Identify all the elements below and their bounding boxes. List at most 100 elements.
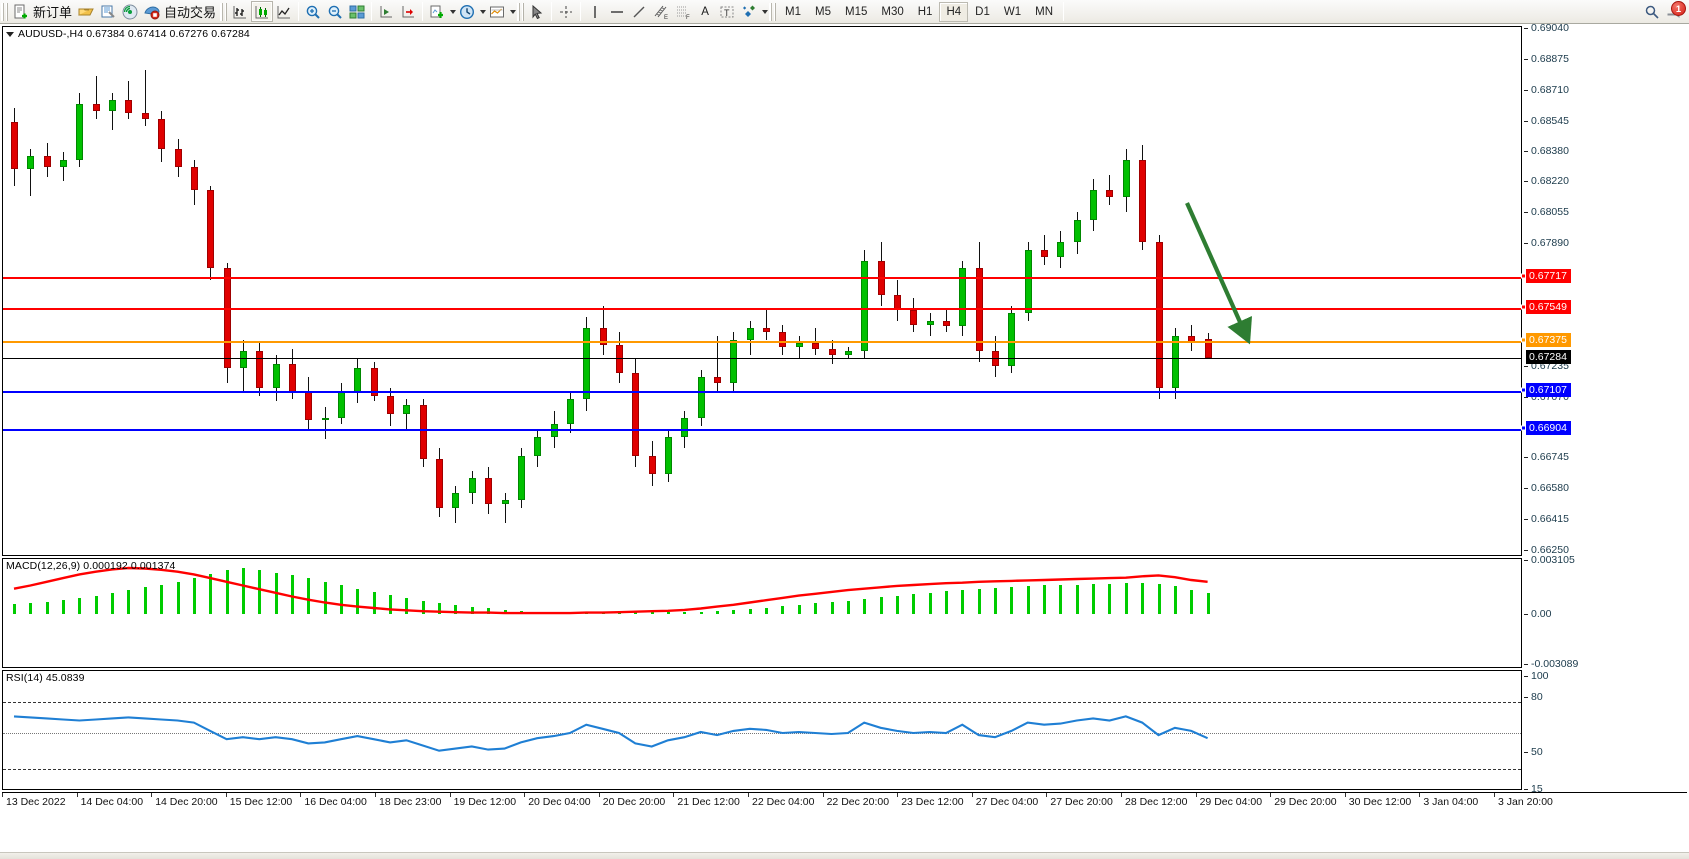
templates-icon[interactable]: [486, 1, 508, 22]
auto-trading-icon[interactable]: [141, 1, 163, 22]
candle-body: [92, 103, 100, 112]
candle-wick: [95, 75, 97, 119]
search-icon[interactable]: [1641, 2, 1663, 22]
macd-histogram-bar: [879, 596, 883, 614]
price-level-line-support[interactable]: [3, 390, 1521, 393]
timeframe-button-m30[interactable]: M30: [881, 5, 904, 18]
macd-histogram-bar: [1173, 586, 1177, 614]
price-level-handle[interactable]: [1521, 387, 1526, 393]
time-axis-tick: [822, 793, 824, 797]
price-axis[interactable]: 0.69040 0.68875 0.68710 0.68545 0.68380 0.682…: [1521, 22, 1687, 795]
toolbar-grip-1[interactable]: [1, 2, 8, 21]
price-level-line-pivot[interactable]: [3, 340, 1521, 343]
price-axis-tick: [1524, 550, 1528, 551]
price-level-handle[interactable]: [1521, 304, 1526, 310]
objects-icon[interactable]: [738, 1, 760, 22]
candle-body: [779, 332, 787, 348]
svg-text:T: T: [724, 8, 730, 18]
macd-histogram-bar: [1157, 583, 1161, 614]
period-dropdown-caret[interactable]: [480, 9, 487, 14]
timeframe-button-m1[interactable]: M1: [785, 5, 802, 18]
zoom-in-icon[interactable]: [302, 1, 324, 22]
rsi-panel[interactable]: RSI(14) 45.0839: [2, 670, 1522, 790]
print-preview-icon[interactable]: [97, 1, 119, 22]
candle-body: [387, 395, 395, 415]
macd-panel[interactable]: MACD(12,26,9) 0.000192 0.001374: [2, 558, 1522, 668]
rsi-level-50: [3, 733, 1521, 734]
new-order-icon[interactable]: [10, 1, 32, 22]
vertical-line-icon[interactable]: [584, 1, 606, 22]
macd-histogram-bar: [307, 578, 311, 614]
toolbar-grip-4[interactable]: [769, 2, 777, 21]
macd-label: MACD(12,26,9) 0.000192 0.001374: [6, 560, 176, 572]
notification-icon[interactable]: 1: [1663, 0, 1686, 22]
arrow-annotation[interactable]: [1181, 197, 1261, 352]
chart-shift-icon[interactable]: [397, 1, 419, 22]
crosshair-icon[interactable]: [555, 1, 577, 22]
candle-wick: [30, 148, 32, 196]
candlestick-chart-icon[interactable]: [251, 1, 274, 22]
price-level-handle[interactable]: [1521, 337, 1526, 343]
price-level-line-resistance[interactable]: [3, 307, 1521, 310]
folder-icon[interactable]: [75, 1, 97, 22]
candle-body: [485, 478, 493, 505]
macd-histogram-bar: [912, 594, 916, 614]
timeframe-button-h1[interactable]: H1: [917, 5, 933, 18]
equidistant-channel-icon[interactable]: E: [650, 1, 672, 22]
price-level-handle[interactable]: [1521, 425, 1526, 431]
price-level-line-resistance[interactable]: [3, 276, 1521, 279]
objects-dropdown-caret[interactable]: [762, 9, 769, 14]
timeframe-button-mn[interactable]: MN: [1035, 5, 1053, 18]
macd-histogram-bar: [830, 602, 834, 614]
timeframe-button-w1[interactable]: W1: [1003, 5, 1022, 18]
timeframe-button-d1[interactable]: D1: [975, 5, 990, 18]
candle-wick: [1109, 174, 1111, 205]
macd-histogram-bar: [1075, 584, 1079, 614]
templates-dropdown-caret[interactable]: [510, 9, 517, 14]
timeframe-button-m15[interactable]: M15: [845, 5, 868, 18]
price-level-line-current-price[interactable]: [3, 357, 1521, 359]
text-label-icon[interactable]: T: [716, 1, 738, 22]
status-bar: [0, 852, 1689, 859]
macd-histogram-bar: [1190, 590, 1194, 614]
indicators-dropdown-caret[interactable]: [450, 9, 457, 14]
trendline-icon[interactable]: [628, 1, 650, 22]
svg-text:F: F: [686, 15, 690, 20]
price-level-tag-current-price[interactable]: 0.67284: [1526, 349, 1571, 364]
price-level-line-support[interactable]: [3, 428, 1521, 431]
timeframe-button-h4[interactable]: H4: [939, 1, 969, 22]
auto-scroll-icon[interactable]: [375, 1, 397, 22]
grid-windows-icon[interactable]: [346, 1, 368, 22]
horizontal-line-icon[interactable]: [606, 1, 628, 22]
macd-histogram-bar: [1043, 585, 1047, 614]
price-axis-label: 0.68710: [1531, 83, 1569, 96]
macd-histogram-bar: [127, 590, 131, 614]
price-level-handle[interactable]: [1521, 273, 1526, 279]
macd-histogram-bar: [389, 595, 393, 614]
chart-area[interactable]: AUDUSD-,H4 0.67384 0.67414 0.67276 0.672…: [0, 22, 1689, 859]
price-level-tag-support[interactable]: 0.66904: [1526, 420, 1571, 435]
time-axis[interactable]: 13 Dec 2022 14 Dec 04:00 14 Dec 20:00 15 De…: [2, 792, 1687, 814]
price-level-tag-resistance[interactable]: 0.67717: [1526, 268, 1571, 283]
macd-histogram-bar: [961, 590, 965, 614]
candle-body: [403, 405, 411, 415]
period-clock-icon[interactable]: [456, 1, 478, 22]
fibonacci-icon[interactable]: F: [672, 1, 694, 22]
price-level-tag-pivot[interactable]: 0.67375: [1526, 332, 1571, 347]
price-level-tag-resistance[interactable]: 0.67549: [1526, 299, 1571, 314]
price-level-tag-support[interactable]: 0.67107: [1526, 382, 1571, 397]
indicators-icon[interactable]: [426, 1, 448, 22]
chart-collapse-icon[interactable]: [6, 31, 14, 37]
line-chart-icon[interactable]: [273, 1, 295, 22]
toolbar-grip-2[interactable]: [220, 2, 228, 21]
candle-body: [1204, 338, 1212, 358]
text-icon[interactable]: A: [701, 5, 709, 18]
price-panel[interactable]: AUDUSD-,H4 0.67384 0.67414 0.67276 0.672…: [2, 26, 1522, 556]
toolbar-grip-3[interactable]: [517, 2, 525, 21]
candle-body: [942, 320, 950, 327]
zoom-out-icon[interactable]: [324, 1, 346, 22]
cursor-icon[interactable]: [526, 1, 548, 22]
bar-chart-icon[interactable]: [229, 1, 251, 22]
timeframe-button-m5[interactable]: M5: [815, 5, 831, 18]
broadcast-icon[interactable]: [119, 1, 141, 22]
